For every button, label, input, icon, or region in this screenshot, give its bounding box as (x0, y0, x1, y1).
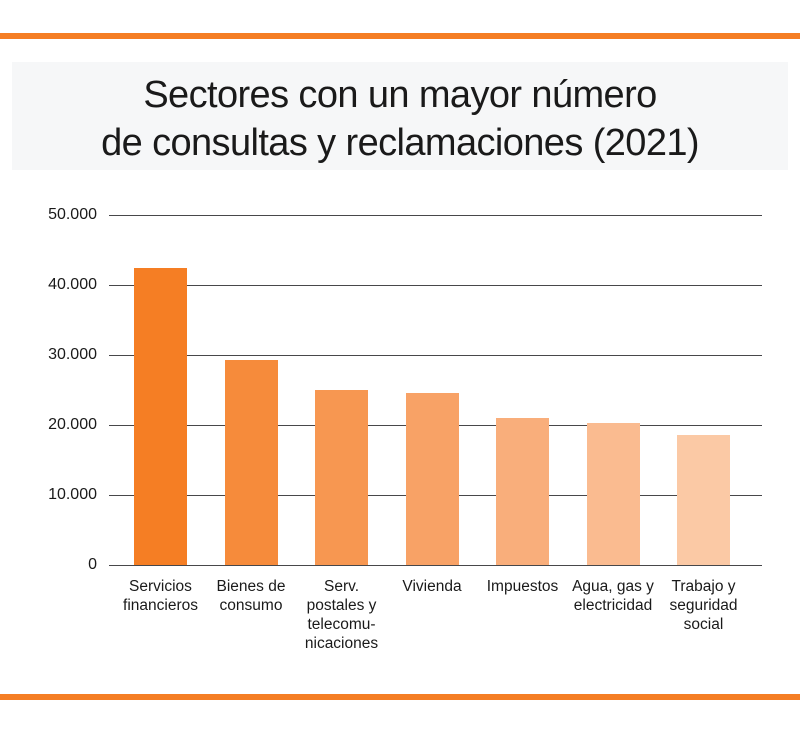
gridline-30.000 (109, 355, 762, 356)
top-border-rule (0, 33, 800, 39)
x-axis-category-label-line: financieros (123, 597, 198, 614)
x-axis-category-label-line: electricidad (573, 597, 653, 614)
y-axis-tick-label: 30.000 (48, 346, 97, 363)
x-axis-category-label-line: Bienes de (216, 578, 286, 595)
x-axis-category-label-line: postales y (306, 597, 377, 614)
x-axis-category-label-line: nicaciones (304, 635, 379, 652)
y-axis-tick-label: 10.000 (48, 486, 97, 503)
x-axis-category-label-line: Trabajo y (671, 578, 736, 595)
bar-servicios-financieros (134, 268, 187, 565)
x-axis-category-label-vivienda: Vivienda (374, 577, 490, 596)
y-axis-tick-label: 40.000 (48, 276, 97, 293)
bottom-border-rule (0, 694, 800, 700)
x-axis-category-label-line: social (683, 616, 724, 633)
x-axis-category-label-line: Agua, gas y (572, 578, 654, 595)
x-axis-category-label-line: telecomu- (307, 616, 376, 633)
x-axis-category-label-servicios-financieros: Servicios financieros (103, 577, 219, 615)
y-axis-tick-label: 0 (88, 556, 97, 573)
chart-title-line-1: Sectores con un mayor número (143, 74, 657, 116)
x-axis-category-label-bienes-de-consumo: Bienes de consumo (193, 577, 309, 615)
bar-bienes-de-consumo (224, 359, 278, 565)
gridline-50.000 (109, 215, 762, 216)
bar-trabajo-y-seguridad-social (677, 434, 730, 565)
x-axis-category-label-line: Impuestos (486, 578, 559, 595)
x-axis-category-label-line: Vivienda (402, 578, 462, 595)
x-axis-category-label-impuestos: Impuestos (465, 577, 581, 596)
x-axis-category-label-line: seguridad (669, 597, 738, 614)
gridline-40.000 (109, 285, 762, 286)
bar-serv-postales-y-telecomunicaciones (315, 390, 368, 565)
x-axis-category-label-agua-gas-y-electricidad: Agua, gas y electricidad (555, 577, 671, 615)
y-axis-tick-label: 50.000 (48, 206, 97, 223)
x-axis-category-label-trabajo-y-seguridad-social: Trabajo y seguridad social (646, 577, 762, 634)
title-banner: Sectores con un mayor número de consulta… (12, 62, 788, 170)
bar-vivienda (405, 392, 459, 565)
gridline-0 (109, 565, 762, 566)
x-axis-category-label-line: Serv. (323, 578, 360, 595)
y-axis-tick-label: 20.000 (48, 416, 97, 433)
bar-agua-gas-y-electricidad (586, 422, 640, 565)
x-axis-category-label-serv-postales-y-telecomunicaciones: Serv. postales y telecomu-nicaciones (284, 577, 400, 653)
chart-title-line-2: de consultas y reclamaciones (2021) (101, 122, 699, 164)
x-axis-category-label-line: consumo (219, 597, 283, 614)
x-axis-category-label-line: Servicios (129, 578, 192, 595)
bar-impuestos (496, 418, 549, 565)
